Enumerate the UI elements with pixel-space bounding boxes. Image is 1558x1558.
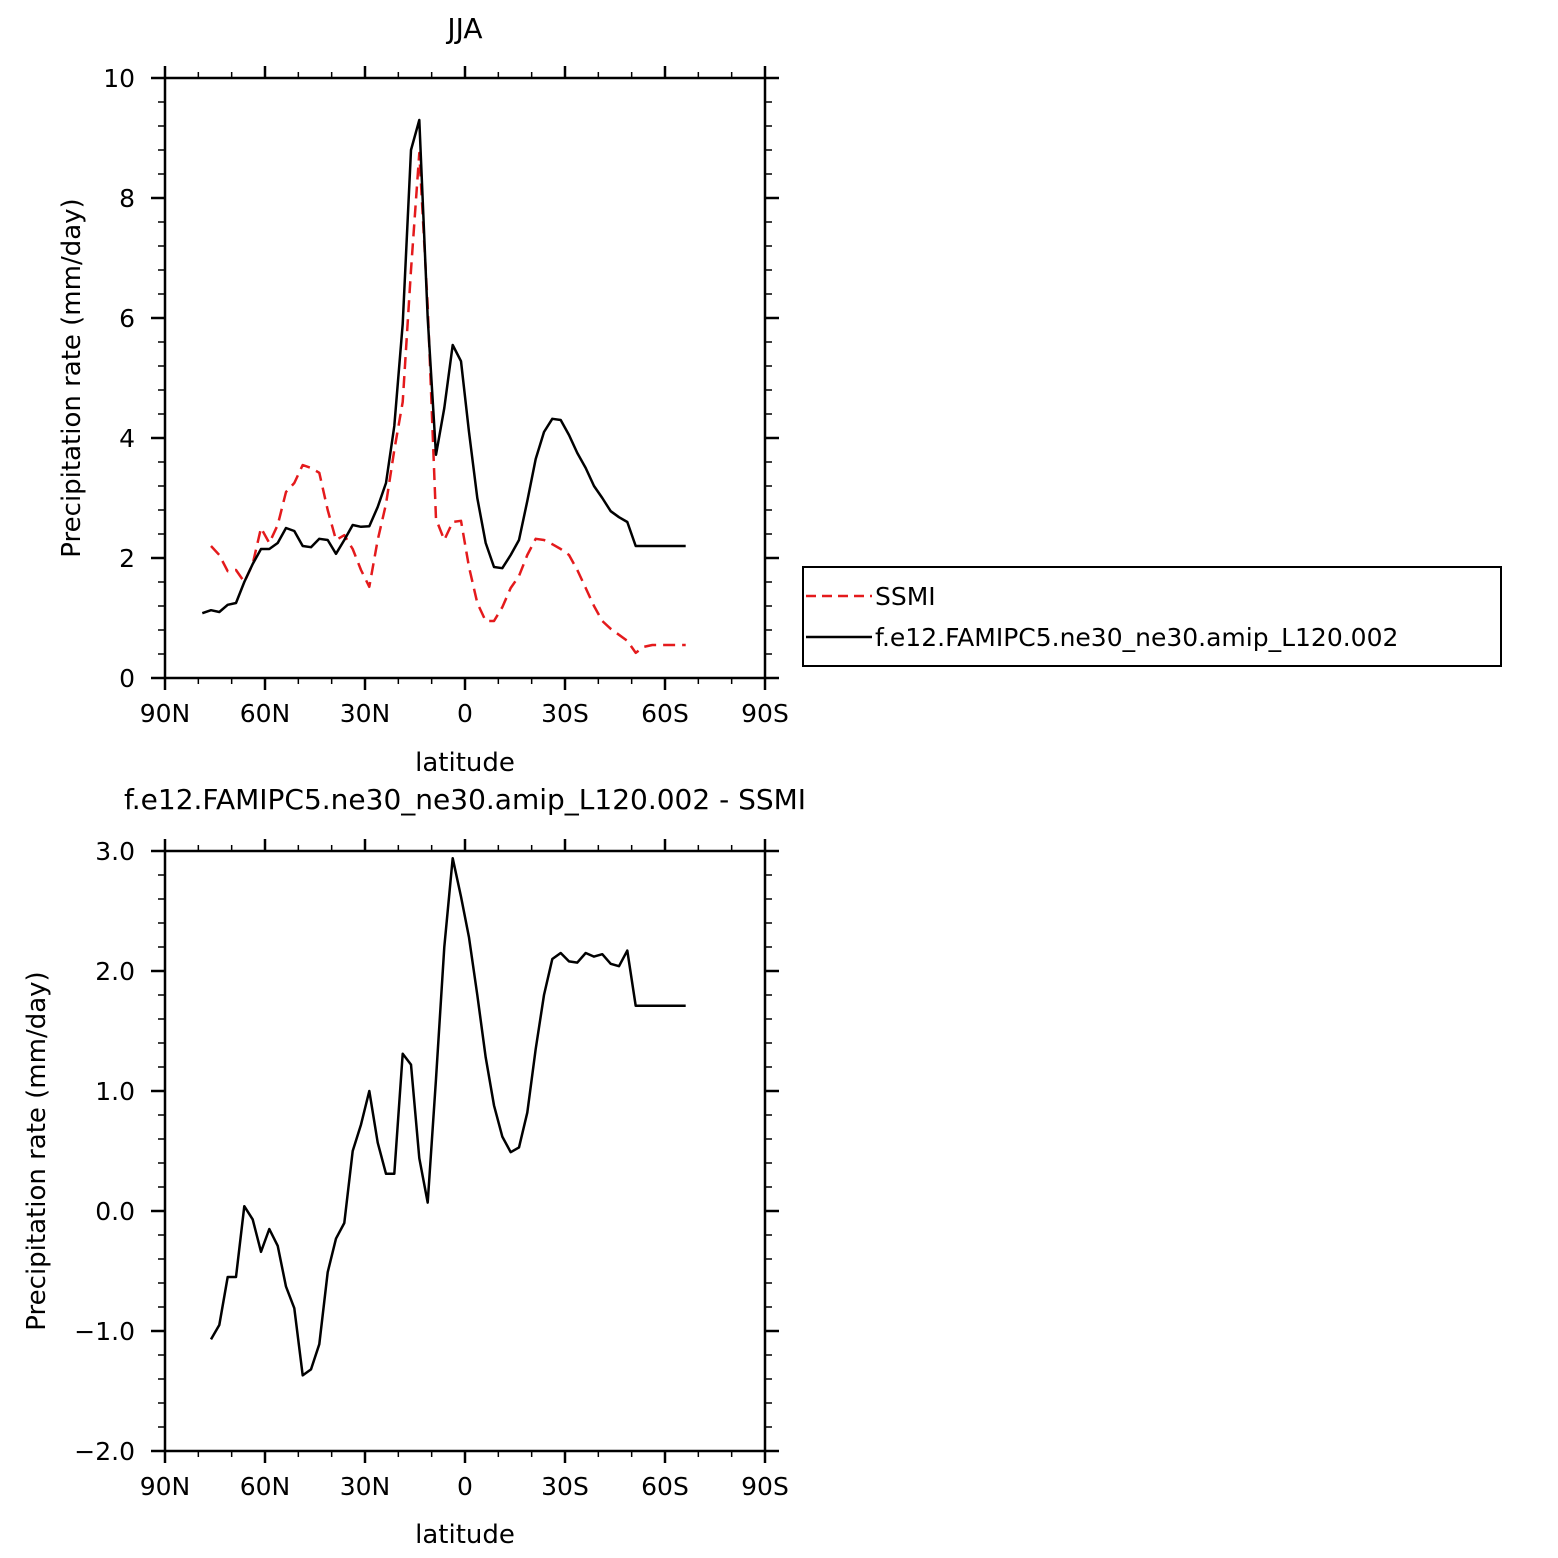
bottom-y-axis-label: Precipitation rate (mm/day) [22, 971, 52, 1330]
top-panel-title: JJA [445, 12, 482, 45]
bottom-y-tick-label: 0.0 [95, 1197, 135, 1226]
bottom-x-tick-label: 0 [457, 1472, 473, 1501]
bottom-x-axis-label: latitude [415, 1520, 515, 1550]
top-x-tick-label: 30S [541, 699, 589, 728]
bottom-y-tick-label: 1.0 [95, 1077, 135, 1106]
top-x-axis-label: latitude [415, 748, 515, 778]
bottom-x-tick-label: 30N [340, 1472, 391, 1501]
legend-box [802, 566, 1502, 667]
legend-label-model: f.e12.FAMIPC5.ne30_ne30.amip_L120.002 [875, 623, 1398, 652]
top-y-tick-label: 4 [119, 424, 135, 453]
bottom-axis-ticks: 90N 60N 30N 0 30S 60S 90S −2.0 −1.0 0.0 1.0 2.0 3.0 [74, 837, 789, 1501]
bottom-panel: f.e12.FAMIPC5.ne30_ne30.amip_L120.002 - … [22, 783, 806, 1550]
bottom-panel-title: f.e12.FAMIPC5.ne30_ne30.amip_L120.002 - … [124, 783, 806, 816]
bottom-x-tick-label: 90S [741, 1472, 789, 1501]
bottom-y-tick-label: −1.0 [74, 1317, 135, 1346]
top-x-tick-label: 90N [140, 699, 191, 728]
bottom-series-group [209, 856, 686, 1377]
top-x-tick-label: 60N [240, 699, 291, 728]
bottom-series-line-difference [209, 856, 686, 1377]
bottom-x-tick-label: 60S [641, 1472, 689, 1501]
top-series-line-ssmi [210, 151, 686, 655]
top-x-tick-label: 90S [741, 699, 789, 728]
bottom-y-tick-label: −2.0 [74, 1437, 135, 1466]
bottom-x-tick-label: 90N [140, 1472, 191, 1501]
bottom-y-tick-label: 2.0 [95, 957, 135, 986]
top-y-axis-label: Precipitation rate (mm/day) [57, 198, 87, 557]
top-y-tick-label: 2 [119, 544, 135, 573]
bottom-y-tick-label: 3.0 [95, 837, 135, 866]
top-y-tick-label: 8 [119, 184, 135, 213]
top-x-tick-label: 0 [457, 699, 473, 728]
top-x-tick-label: 30N [340, 699, 391, 728]
top-y-tick-label: 10 [103, 64, 135, 93]
top-y-tick-label: 6 [119, 304, 135, 333]
legend: SSMI f.e12.FAMIPC5.ne30_ne30.amip_L120.0… [802, 566, 1502, 667]
top-axis-ticks: 90N 60N 30N 0 30S 60S 90S 0 2 4 6 8 10 [103, 64, 789, 728]
legend-label-ssmi: SSMI [875, 582, 936, 611]
top-x-tick-label: 60S [641, 699, 689, 728]
top-y-tick-label: 0 [119, 664, 135, 693]
top-series-line-f-e12-famipc5-ne30-ne30-amip-l120-002 [201, 118, 686, 615]
top-series-group [201, 118, 686, 655]
bottom-x-tick-label: 30S [541, 1472, 589, 1501]
bottom-x-tick-label: 60N [240, 1472, 291, 1501]
